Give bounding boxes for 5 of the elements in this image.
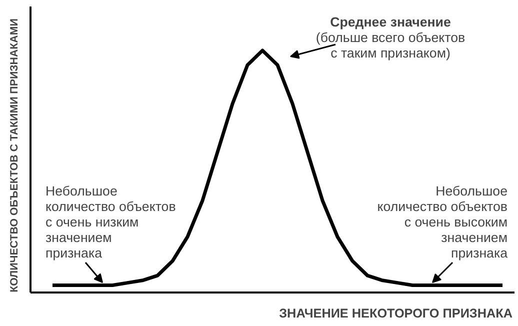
y-axis-title: КОЛИЧЕСТВО ОБЪЕКТОВ С ТАКИМИ ПРИЗНАКАМИ <box>8 18 20 292</box>
annotation: Небольшое количество объектов с очень высоким значением признака <box>377 184 508 260</box>
annotation: Небольшое количество объектов с очень низким значением признака <box>46 184 176 260</box>
annotation: Среднее значение (больше всего объектов с таким признаком) <box>316 14 466 60</box>
x-axis-title: ЗНАЧЕНИЕ НЕКОТОРОГО ПРИЗНАКА <box>279 306 513 320</box>
